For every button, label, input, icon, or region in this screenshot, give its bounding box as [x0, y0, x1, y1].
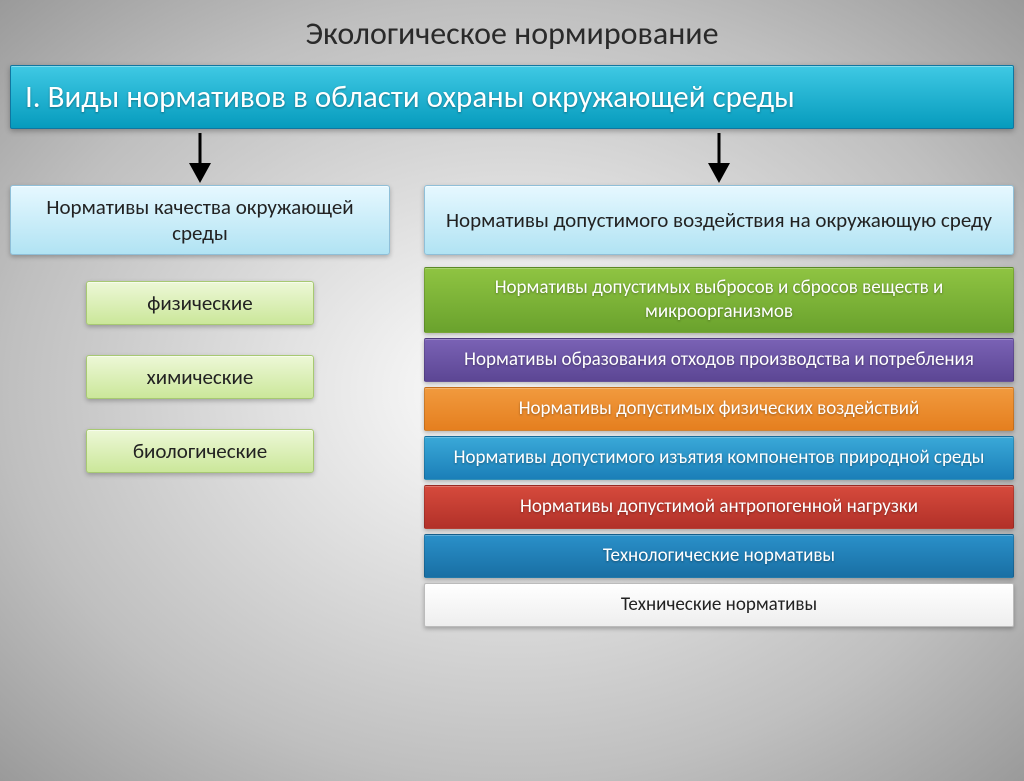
- arrow-down-icon: [185, 133, 215, 183]
- left-item: химические: [86, 355, 314, 399]
- main-heading-bar: I. Виды нормативов в области охраны окру…: [10, 65, 1014, 129]
- right-bar: Технологические нормативы: [424, 534, 1014, 578]
- page-title: Экологическое нормирование: [0, 14, 1024, 53]
- left-item: физические: [86, 281, 314, 325]
- left-column: Нормативы качества окружающей среды физи…: [10, 129, 390, 632]
- right-bar: Нормативы допустимых физических воздейст…: [424, 387, 1014, 431]
- right-column: Нормативы допустимого воздействия на окр…: [424, 129, 1014, 632]
- right-bar: Нормативы допустимого изъятия компоненто…: [424, 436, 1014, 480]
- right-bar: Нормативы допустимых выбросов и сбросов …: [424, 267, 1014, 333]
- right-bar: Технические нормативы: [424, 583, 1014, 627]
- left-item: биологические: [86, 429, 314, 473]
- right-bar: Нормативы образования отходов производст…: [424, 338, 1014, 382]
- arrow-down-icon: [704, 133, 734, 183]
- right-bar: Нормативы допустимой антропогенной нагру…: [424, 485, 1014, 529]
- left-heading-box: Нормативы качества окружающей среды: [10, 185, 390, 255]
- right-heading-box: Нормативы допустимого воздействия на окр…: [424, 185, 1014, 255]
